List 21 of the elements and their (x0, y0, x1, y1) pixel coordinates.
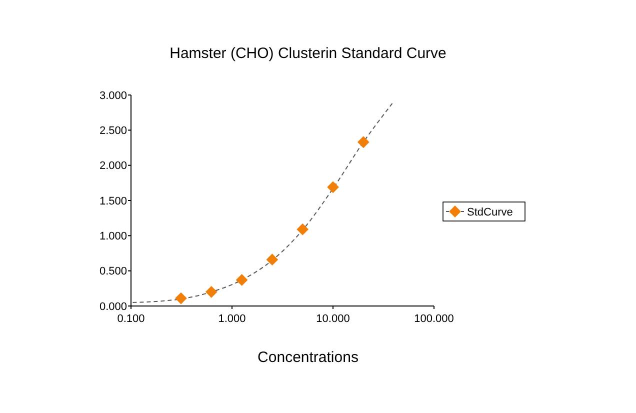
x-tick-label: 10.000 (316, 313, 350, 325)
y-tick-label: 3.000 (99, 90, 127, 102)
x-tick-label: 100.000 (414, 313, 454, 325)
x-axis-title: Concentrations (258, 349, 358, 366)
y-tick-label: 0.000 (99, 300, 127, 313)
chart-title: Hamster (CHO) Clusterin Standard Curve (170, 45, 446, 62)
point (327, 181, 339, 194)
point (296, 223, 309, 236)
y-tick-label: 1.000 (99, 230, 127, 243)
legend-label: StdCurve (467, 206, 513, 218)
x-tick-label: 0.100 (117, 313, 145, 325)
point (205, 286, 218, 298)
point (175, 292, 187, 304)
y-tick-label: 2.500 (99, 125, 127, 138)
point (357, 136, 370, 148)
point (266, 254, 278, 266)
y-tick-label: 1.500 (99, 195, 127, 208)
point (236, 274, 248, 286)
y-tick-label: 2.000 (99, 160, 127, 172)
y-tick-label: 0.500 (99, 266, 127, 278)
x-tick-label: 1.000 (218, 313, 246, 325)
